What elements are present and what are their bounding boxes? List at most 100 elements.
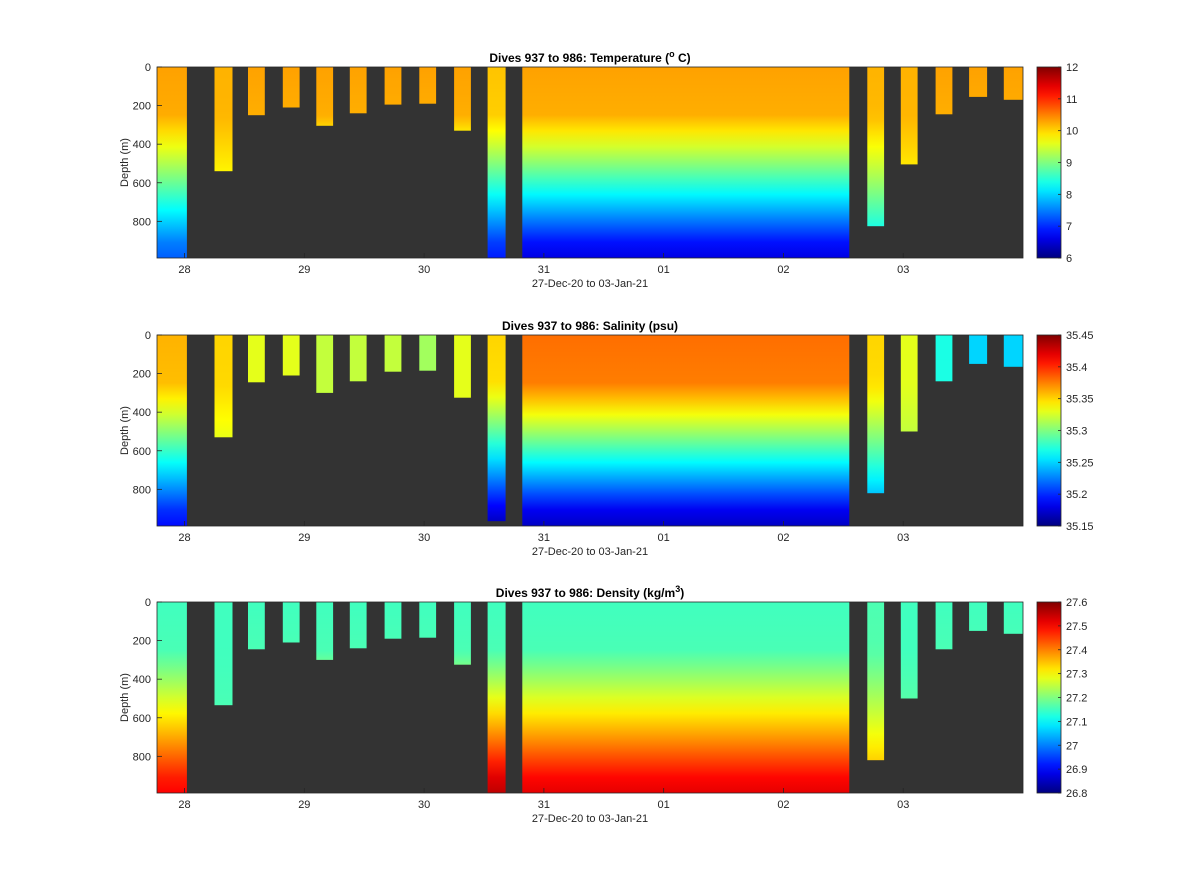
colorbar-tick-label: 35.4 (1066, 362, 1087, 374)
colorbar-tick-label: 27.6 (1066, 597, 1087, 609)
dive-profile (349, 602, 367, 649)
x-tick-label: 28 (178, 532, 190, 544)
x-axis-label: 27-Dec-20 to 03-Jan-21 (532, 813, 648, 825)
colorbar-tick-label: 27.2 (1066, 693, 1087, 705)
dive-profile (969, 67, 988, 97)
colorbar-tick-label: 7 (1066, 221, 1072, 233)
dive-profile (522, 335, 850, 526)
dive-profile (1003, 67, 1023, 100)
panel-title: Dives 937 to 986: Salinity (psu) (502, 319, 678, 333)
y-tick-label: 200 (133, 101, 151, 113)
axes-box (156, 66, 1024, 259)
y-tick-label: 800 (133, 216, 151, 228)
dive-profile (157, 602, 187, 793)
dive-profile (316, 602, 334, 660)
y-tick-label: 400 (133, 407, 151, 419)
x-tick-label: 30 (418, 264, 430, 276)
colorbar-tick-label: 12 (1066, 62, 1078, 74)
dive-profile (487, 602, 506, 793)
x-tick-label: 30 (418, 532, 430, 544)
title-superscript: o (669, 49, 675, 59)
x-tick-label: 02 (777, 799, 789, 811)
x-tick-label: 31 (538, 799, 550, 811)
dive-profile (384, 602, 402, 639)
dive-profile (900, 602, 918, 699)
x-tick-label: 01 (658, 532, 670, 544)
dive-profile (969, 602, 988, 631)
colorbar (1036, 334, 1062, 527)
dive-profile (349, 335, 367, 382)
y-axis-label: Depth (m) (119, 673, 131, 722)
dive-profile (248, 67, 265, 116)
x-tick-label: 29 (298, 532, 310, 544)
x-tick-label: 01 (658, 264, 670, 276)
dive-profile (419, 67, 437, 104)
dive-profile (454, 335, 471, 398)
colorbar-tick-label: 35.2 (1066, 489, 1087, 501)
y-tick-label: 800 (133, 751, 151, 763)
x-tick-label: 28 (178, 264, 190, 276)
dive-profile (157, 67, 187, 258)
y-axis-label: Depth (m) (119, 138, 131, 187)
colorbar-tick-label: 35.35 (1066, 394, 1094, 406)
title-text: Dives 937 to 986: Density (kg/m (496, 586, 675, 600)
dive-profile (454, 67, 471, 131)
colorbar-tick-label: 27.1 (1066, 716, 1087, 728)
dive-profile (384, 335, 402, 372)
y-tick-label: 800 (133, 484, 151, 496)
dive-profile (935, 67, 953, 115)
colorbar-tick-label: 6 (1066, 253, 1072, 265)
dive-profile (349, 67, 367, 114)
dive-profile (316, 67, 334, 126)
x-tick-label: 03 (897, 264, 909, 276)
dive-profile (282, 335, 300, 376)
y-tick-label: 600 (133, 178, 151, 190)
title-text: Dives 937 to 986: Temperature ( (489, 51, 669, 65)
colorbar-tick-label: 27.5 (1066, 621, 1087, 633)
dive-profile (522, 602, 850, 793)
y-tick-label: 600 (133, 713, 151, 725)
y-tick-label: 400 (133, 674, 151, 686)
colorbar-tick-label: 8 (1066, 189, 1072, 201)
dive-profile (214, 67, 233, 172)
title-superscript: 3 (675, 584, 680, 594)
title-text-end: C) (675, 51, 691, 65)
x-tick-label: 30 (418, 799, 430, 811)
dive-profile (1003, 335, 1023, 367)
colorbar-tick-label: 11 (1066, 94, 1077, 106)
colorbar-tick-label: 35.25 (1066, 457, 1094, 469)
panel-title: Dives 937 to 986: Density (kg/m3) (496, 584, 684, 600)
dive-profile (487, 67, 506, 258)
x-axis-label: 27-Dec-20 to 03-Jan-21 (532, 278, 648, 290)
colorbar-tick-label: 27.3 (1066, 669, 1087, 681)
dive-profile (248, 335, 265, 383)
colorbar-tick-label: 10 (1066, 126, 1078, 138)
x-tick-label: 03 (897, 532, 909, 544)
colorbar-tick-label: 26.8 (1066, 788, 1087, 800)
title-text: Dives 937 to 986: Salinity (psu) (502, 319, 678, 333)
dive-profile (867, 602, 885, 761)
dive-profile (248, 602, 265, 650)
y-tick-label: 400 (133, 139, 151, 151)
colorbar (1036, 601, 1062, 794)
colorbar-tick-label: 26.9 (1066, 764, 1087, 776)
colorbar-tick-label: 27.4 (1066, 645, 1087, 657)
x-tick-label: 29 (298, 799, 310, 811)
dive-profile (900, 335, 918, 432)
dive-profile (935, 335, 953, 382)
x-tick-label: 28 (178, 799, 190, 811)
dive-profile (316, 335, 334, 393)
x-axis-label: 27-Dec-20 to 03-Jan-21 (532, 546, 648, 558)
axes-box (156, 334, 1024, 527)
dive-profile (282, 67, 300, 108)
panel-2: 0 200 400 600 800 28 29 30 31 01 02 03 27-Dec-20 to … (119, 319, 1094, 558)
dive-profile (487, 335, 506, 522)
dive-profile (282, 602, 300, 643)
x-tick-label: 02 (777, 532, 789, 544)
dive-profile (214, 335, 233, 438)
panel-1: 0 200 400 600 800 28 29 30 31 01 02 03 27-Dec-20 to … (119, 49, 1078, 290)
x-tick-label: 31 (538, 532, 550, 544)
dive-profile (867, 67, 885, 227)
dive-profile (214, 602, 233, 706)
